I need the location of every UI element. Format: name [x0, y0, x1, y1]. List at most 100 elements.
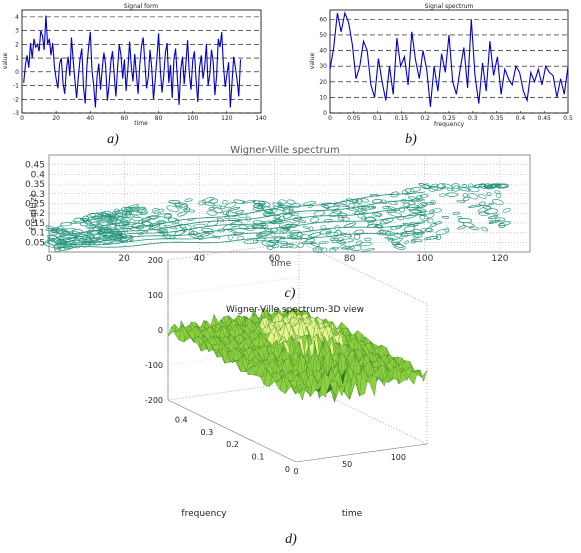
contour-ring	[431, 208, 443, 213]
contour-ring	[109, 214, 120, 221]
contour-ring	[337, 215, 345, 221]
contour-ring	[402, 223, 417, 227]
contour-ring	[90, 219, 98, 225]
x-axis-label: time	[134, 120, 148, 127]
x-tick-label: 0.5	[563, 115, 573, 122]
contour-ring	[302, 240, 316, 245]
contour-ring	[423, 236, 432, 241]
contour-ring	[81, 218, 88, 221]
contour-ring	[201, 197, 215, 203]
contour-ring	[184, 198, 193, 202]
contour-ring	[110, 217, 118, 224]
contour-ring	[220, 205, 226, 209]
contour-ring	[357, 213, 367, 220]
contour-ring	[462, 193, 469, 198]
contour-ring	[498, 223, 506, 228]
surface-mesh	[167, 307, 428, 403]
contour-ring	[444, 227, 450, 233]
contour-ring	[467, 185, 480, 193]
contour-ring	[419, 194, 429, 198]
x-tick-label: 0	[46, 254, 52, 264]
contour-ring	[251, 224, 264, 229]
contour-ring	[364, 237, 372, 242]
contour-ring	[290, 203, 302, 209]
contour-ring	[409, 186, 422, 193]
contour-ring	[326, 231, 332, 235]
contour-ring	[286, 199, 296, 205]
contour-ring	[402, 189, 408, 195]
contour-ring	[428, 209, 435, 214]
contour-ring	[367, 221, 374, 225]
contour-ring	[331, 237, 344, 244]
contour-ring	[426, 235, 439, 240]
y-tick-label: 0.35	[25, 180, 45, 190]
contour-ring	[318, 241, 329, 245]
y-tick-label: 0.2	[31, 209, 45, 219]
contour-ring	[293, 221, 301, 226]
contour-ring	[59, 222, 73, 227]
y-tick-label: 0.15	[25, 219, 45, 229]
contour-ring	[153, 208, 165, 214]
plot-frame	[21, 9, 262, 114]
contour-ring	[156, 220, 167, 224]
chart-title: Wigner-Ville spectrum-3D view	[226, 305, 364, 315]
contour-ring	[86, 213, 100, 218]
contour-ring	[463, 222, 475, 228]
x-tick-label: 0.05	[347, 115, 361, 122]
contour-ring	[174, 202, 188, 208]
contour-ring	[491, 183, 496, 189]
contour-ring	[89, 235, 96, 241]
contour-ring	[414, 233, 423, 238]
gridlines	[329, 19, 569, 114]
y-tick-label: 10	[319, 94, 327, 101]
contour-ring	[310, 242, 320, 247]
contour-ring	[441, 216, 450, 219]
contour-ring	[190, 230, 199, 236]
contour-ring	[430, 185, 442, 191]
contour-ring	[339, 232, 353, 238]
contour-ring	[64, 232, 78, 239]
x-tick-label: 80	[344, 254, 356, 264]
contour-ring	[198, 200, 207, 206]
contour-ring	[334, 203, 349, 207]
contour-ring	[45, 228, 60, 232]
contour-ring	[478, 211, 490, 216]
x-tick-label: 0.35	[490, 115, 504, 122]
contour-ring	[382, 219, 390, 224]
contour-ring	[477, 193, 487, 199]
contour-ring	[266, 240, 276, 246]
contour-ring	[113, 208, 120, 214]
gridlines	[21, 16, 262, 114]
contour-ring	[297, 242, 304, 248]
x-axis-label: frequency	[434, 121, 465, 128]
contour-ring	[261, 240, 276, 247]
contour-ring	[103, 238, 113, 242]
contour-ring	[404, 240, 409, 244]
contour-ring	[419, 215, 430, 221]
freq-tick-label: 0.3	[200, 428, 213, 437]
contour-ring	[353, 210, 368, 215]
x-tick-label: 20	[52, 115, 60, 122]
contour-ring	[371, 205, 377, 209]
contour-ring	[178, 204, 188, 210]
contour-ring	[405, 192, 411, 196]
contour-ring	[393, 243, 406, 250]
contour-ring	[233, 199, 246, 204]
y-tick-label: 2	[15, 41, 19, 48]
y-tick-label: 0.45	[25, 161, 45, 171]
contour-ring	[278, 199, 287, 205]
x-tick-label: 0.15	[395, 115, 409, 122]
contour-ring	[168, 200, 181, 204]
contour-ring	[456, 200, 466, 203]
contour-band	[56, 206, 425, 243]
y-tick-label: 4	[15, 14, 19, 21]
contour-ring	[185, 208, 196, 213]
z-tick-label: 100	[148, 291, 163, 300]
contour-ring	[350, 245, 362, 251]
y-tick-label: -2	[13, 96, 19, 103]
contour-ring	[320, 247, 328, 253]
contour-ring	[452, 211, 460, 215]
contour-ring	[356, 198, 363, 204]
